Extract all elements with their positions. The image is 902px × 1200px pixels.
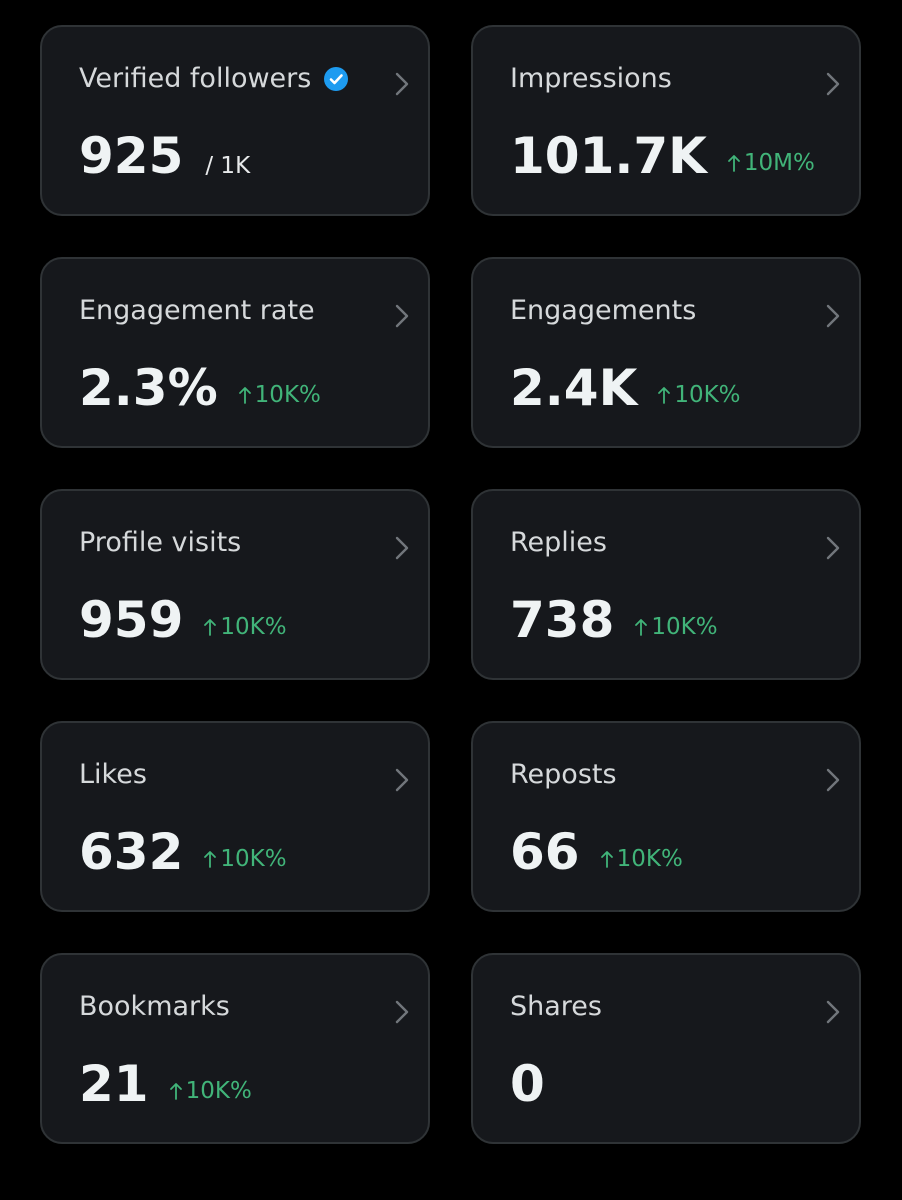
value-row: 21 10K% [79,1055,252,1113]
metric-card[interactable]: Reposts 66 10K% [471,721,861,912]
card-title: Engagement rate [79,295,315,326]
chevron [395,72,409,96]
metric-value: 21 [79,1055,149,1113]
metric-change: 10K% [600,846,683,872]
metric-change: 10K% [203,614,287,640]
metric-value: 2.4K [510,359,638,417]
card-title: Shares [510,991,602,1022]
card-title-text: Shares [510,991,602,1022]
up-arrow [600,851,613,868]
card-title-text: Profile visits [79,527,242,558]
metric-card[interactable]: Bookmarks 21 10K% [40,953,430,1144]
value-row: 101.7K 10M% [510,127,815,185]
metric-change-text: 10K% [185,1078,252,1104]
card-title: Bookmarks [79,991,230,1022]
card-title: Engagements [510,295,696,326]
metric-value: 632 [79,823,184,881]
card-title: Replies [510,527,607,558]
metric-change: 10K% [203,846,287,872]
card-title: Profile visits [79,527,241,558]
metric-value: 101.7K [510,127,707,185]
value-row: 2.4K 10K% [510,359,741,417]
metric-change-text: 10M% [743,150,815,176]
value-row: 2.3% 10K% [79,359,321,417]
metric-value: 925 [79,127,184,185]
metric-change: 10K% [657,382,741,408]
metric-change-text: 10K% [254,382,321,408]
metric-change: 10K% [169,1078,252,1104]
up-arrow [169,1083,182,1100]
chevron [395,304,409,328]
metric-value: 0 [510,1055,545,1113]
chevron [826,304,840,328]
metric-change: 10M% [727,150,815,176]
metric-value: 738 [510,591,615,649]
metric-card[interactable]: Impressions 101.7K 10M% [471,25,861,216]
value-row: 925 / 1K [79,127,250,185]
value-row: 738 10K% [510,591,718,649]
up-arrow [204,619,217,636]
up-arrow [658,387,671,404]
up-arrow [635,619,648,636]
card-title-text: Engagement rate [79,295,315,326]
chevron [395,1000,409,1024]
metric-change-text: 10K% [616,846,683,872]
up-arrow [238,387,251,404]
metric-card[interactable]: Replies 738 10K% [471,489,861,680]
metric-card[interactable]: Engagement rate 2.3% 10K% [40,257,430,448]
card-title: Impressions [510,63,672,94]
chevron [826,72,840,96]
metric-value: 66 [510,823,580,881]
metric-card[interactable]: Engagements 2.4K 10K% [471,257,861,448]
card-title-text: Replies [510,527,607,558]
value-row: 959 10K% [79,591,287,649]
up-arrow [728,155,740,172]
value-row: 66 10K% [510,823,683,881]
metric-value: 959 [79,591,184,649]
card-title-text: Likes [79,759,147,790]
card-title-text: Engagements [510,295,697,326]
card-title: Likes [79,759,147,790]
metric-card[interactable]: Likes 632 10K% [40,721,430,912]
metric-change: 10K% [238,382,321,408]
chevron [395,768,409,792]
card-title: Reposts [510,759,617,790]
card-title-text: Verified followers [79,63,312,94]
metric-change-text: 10K% [220,614,287,640]
metric-change: 10K% [634,614,718,640]
chevron [826,768,840,792]
up-arrow [204,851,217,868]
chevron [826,536,840,560]
metric-change-text: 10K% [220,846,287,872]
metric-change-text: 10K% [674,382,741,408]
metric-value: 2.3% [79,359,218,417]
value-row: 632 10K% [79,823,287,881]
card-title-text: Reposts [510,759,617,790]
card-title: Verified followers [79,63,349,94]
metric-card[interactable]: Profile visits 959 10K% [40,489,430,680]
metric-card[interactable]: Verified followers 925 / 1K [40,25,430,216]
card-title-text: Bookmarks [79,991,230,1022]
chevron [395,536,409,560]
value-row: 0 [510,1055,545,1113]
metric-card[interactable]: Shares 0 [471,953,861,1144]
card-title-text: Impressions [510,63,672,94]
chevron [826,1000,840,1024]
verified-badge [324,66,349,91]
metric-total: / 1K [205,153,251,179]
metric-change-text: 10K% [651,614,718,640]
